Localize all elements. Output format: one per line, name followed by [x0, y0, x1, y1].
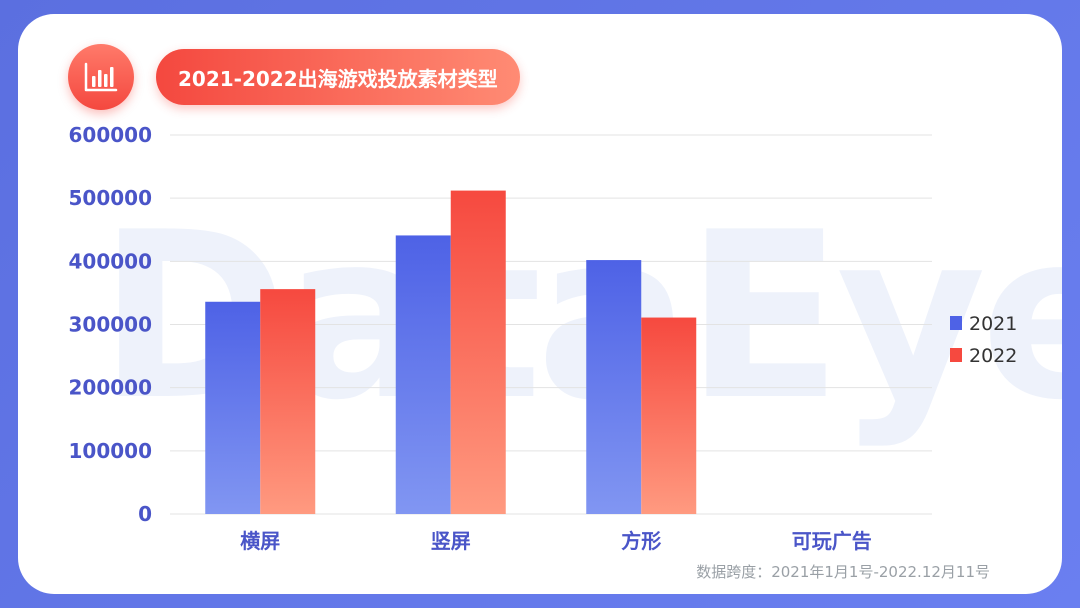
x-axis-ticks: 横屏 竖屏 方形 可玩广告 [240, 529, 872, 553]
y-tick-label: 500000 [69, 186, 153, 210]
legend: 2021 2022 [950, 313, 1017, 367]
bar-2022-1 [450, 190, 506, 514]
x-tick-label: 竖屏 [431, 529, 471, 553]
bar-chart: 0 100000 200000 300000 400000 500000 600000 横屏… [69, 123, 1018, 553]
y-tick-label: 0 [138, 502, 152, 526]
chart-title: 2021-2022出海游戏投放素材类型 [156, 49, 520, 105]
y-axis-ticks: 0 100000 200000 300000 400000 500000 600000 [69, 123, 153, 526]
x-tick-label: 可玩广告 [792, 529, 872, 553]
legend-label: 2021 [969, 313, 1017, 335]
y-tick-label: 200000 [69, 376, 153, 400]
bar-2022-2 [641, 317, 697, 514]
legend-label: 2022 [969, 345, 1017, 367]
legend-swatch [950, 316, 962, 330]
bars [205, 190, 697, 514]
bar-chart-icon [68, 44, 134, 110]
bar-2021-0 [205, 301, 261, 514]
chart-card: DataEye 2021-2022出海游戏投放素材类型 0 100000 20000… [18, 14, 1062, 594]
x-tick-label: 方形 [621, 529, 661, 553]
legend-swatch [950, 348, 962, 362]
y-tick-label: 100000 [69, 439, 153, 463]
x-tick-label: 横屏 [240, 529, 280, 553]
y-tick-label: 300000 [69, 313, 153, 337]
bar-2022-0 [260, 289, 316, 514]
bar-2021-2 [586, 260, 642, 514]
bar-2021-1 [395, 235, 451, 514]
y-tick-label: 400000 [69, 249, 153, 273]
date-range-footnote: 数据跨度：2021年1月1号-2022.12月11号 [696, 563, 990, 581]
y-tick-label: 600000 [69, 123, 153, 147]
